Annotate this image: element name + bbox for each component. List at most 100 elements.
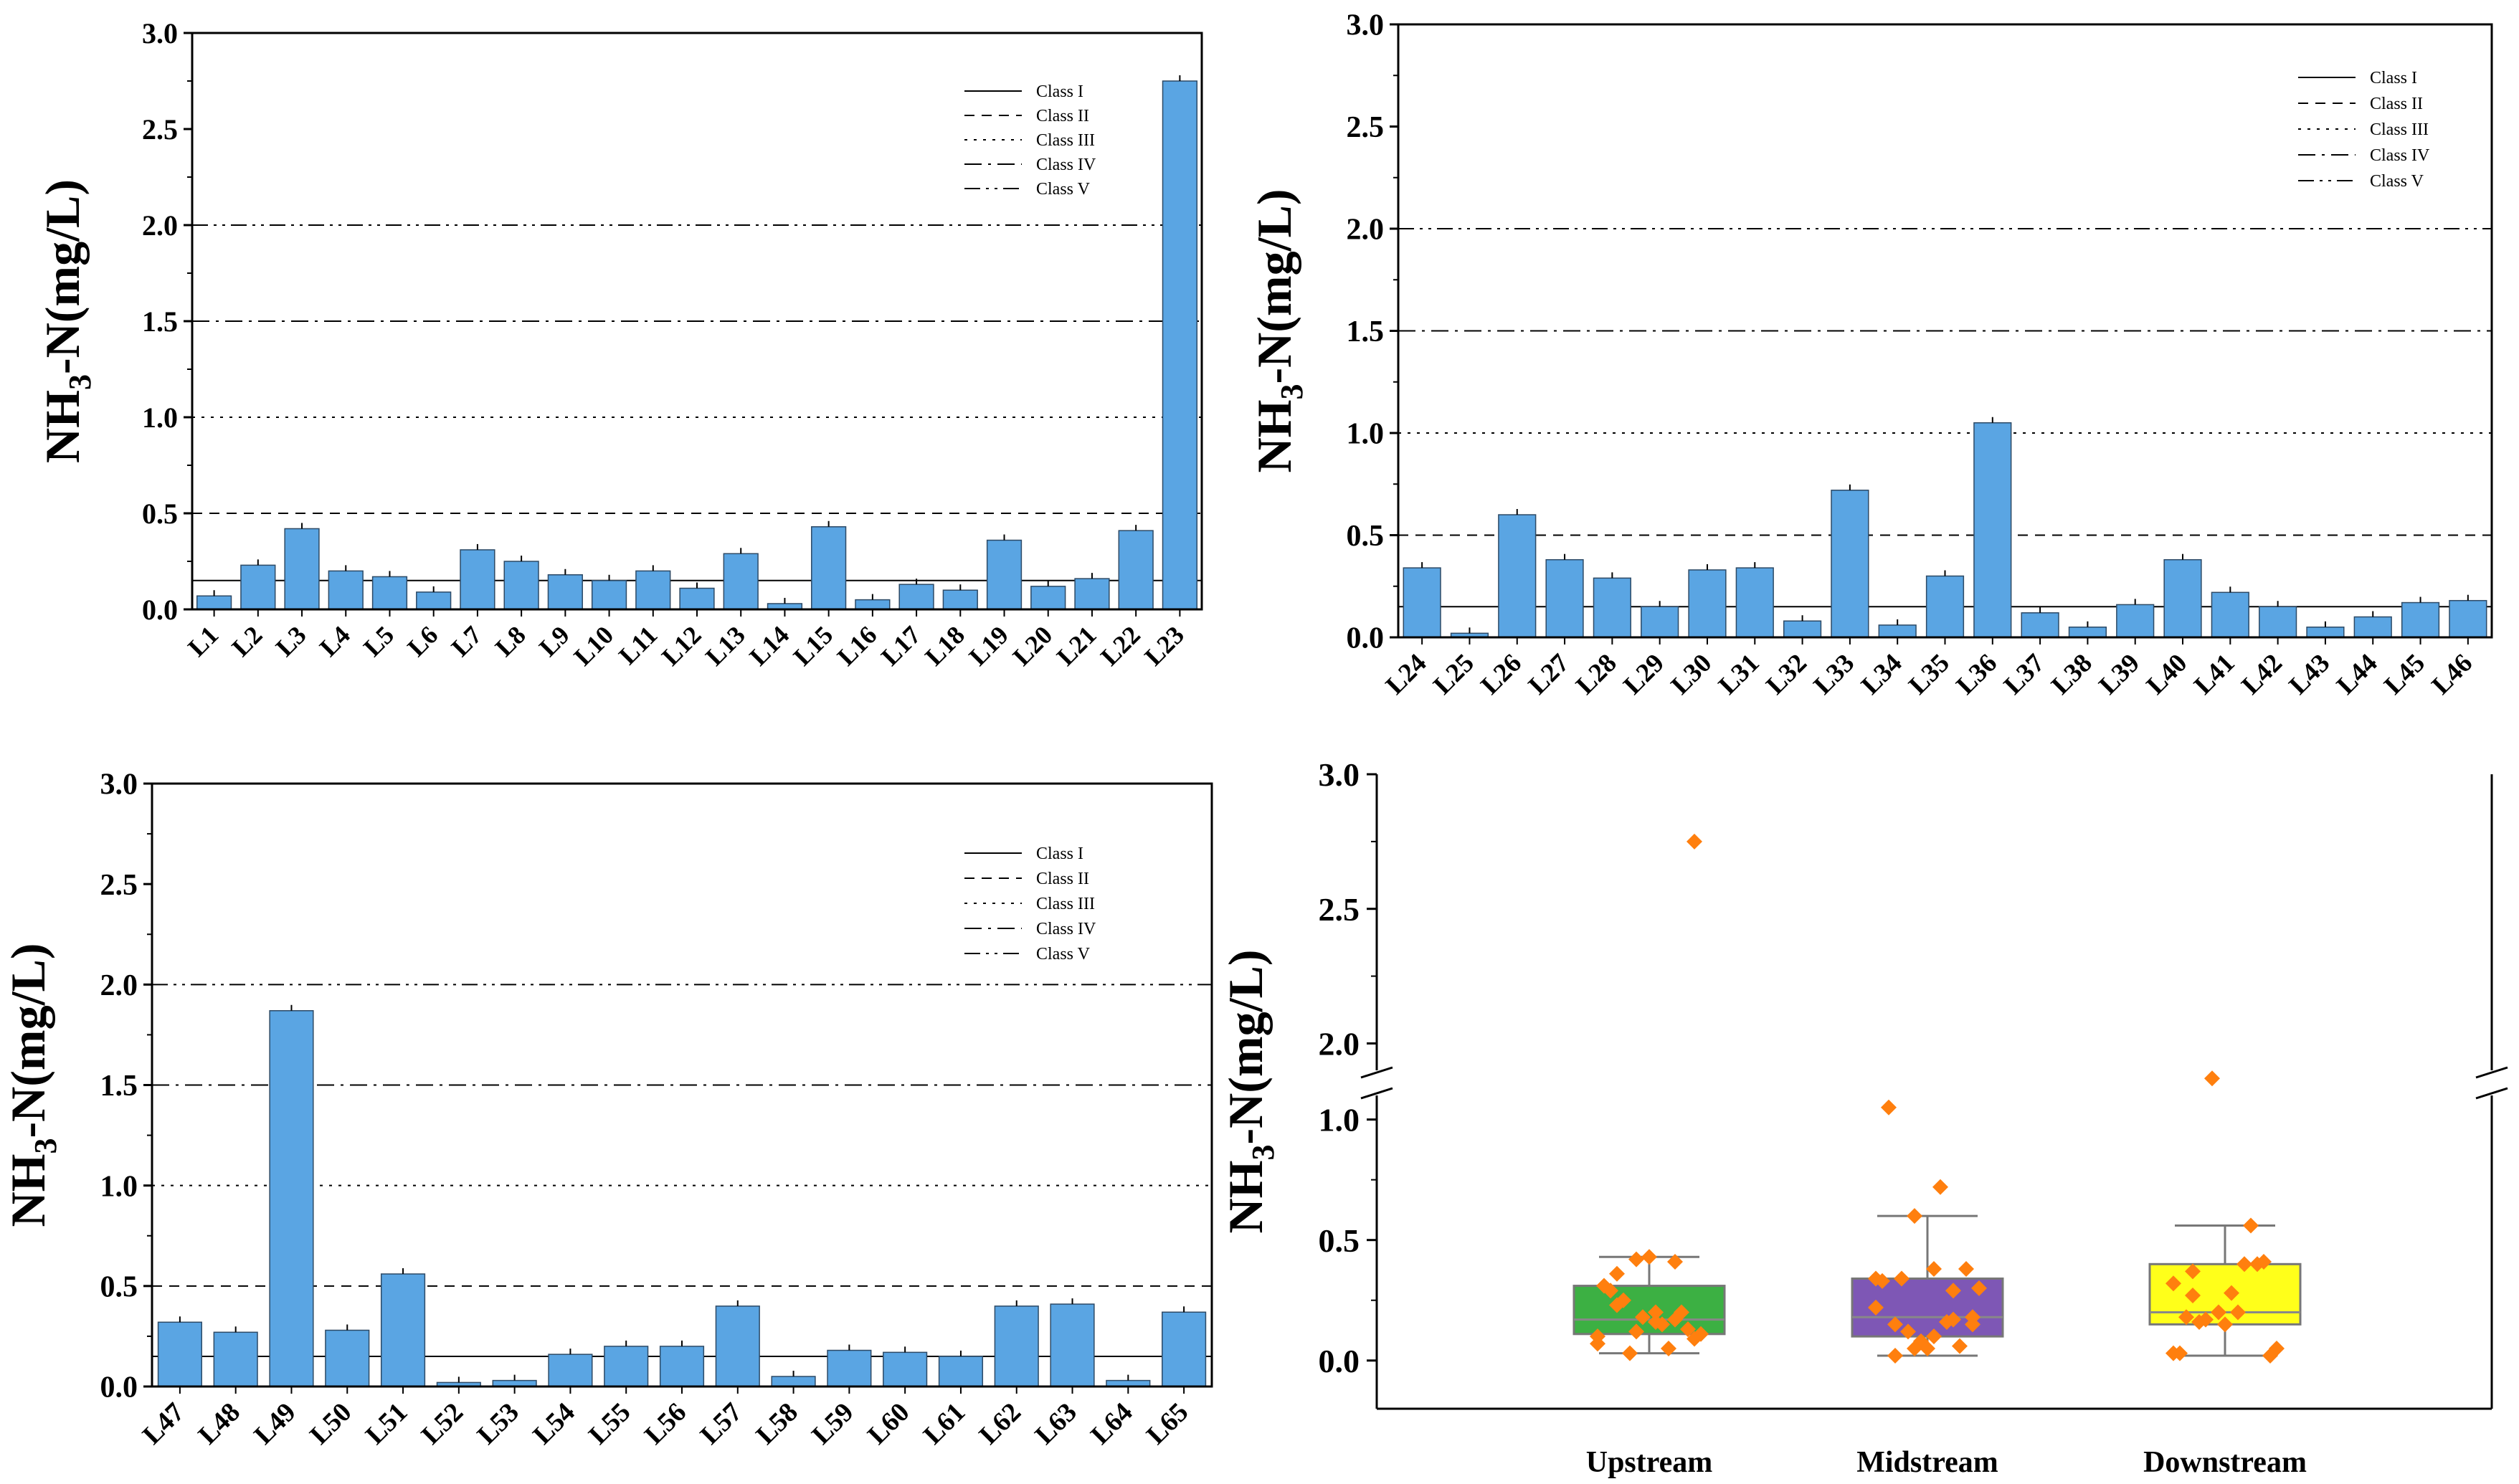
x-tick-label-L25: L25 [1428,648,1480,700]
x-tick-label-L65: L65 [1141,1397,1195,1451]
data-point [1868,1299,1884,1316]
legend-label: Class II [1036,870,1089,888]
axis-break-mark [1360,1066,1393,1079]
data-point [2224,1285,2239,1301]
data-point [1926,1328,1942,1345]
data-point [1952,1338,1968,1354]
x-tick-label-downstream: Downstream [2143,1446,2307,1479]
x-tick-label-L60: L60 [862,1397,916,1451]
bar-L36 [1973,422,2012,638]
legend-label: Class I [1036,82,1083,101]
x-tick-label-L64: L64 [1085,1397,1139,1451]
legend-label: Class IV [1036,156,1096,174]
y-title-rest: -N(mg/L) [35,179,90,374]
x-tick-label-L32: L32 [1760,648,1813,700]
bar-L46 [2449,599,2487,638]
bar-L6 [416,591,452,610]
x-tick-label-L10: L10 [569,620,620,671]
bar-L10 [591,580,627,610]
x-tick-label-L36: L36 [1951,648,2003,700]
data-point [1693,1326,1709,1342]
x-tick-label-L21: L21 [1051,620,1102,671]
legend-label: Class I [2370,69,2417,87]
box-group-downstream [2148,1070,2302,1364]
y-title-main: NH [1247,399,1301,472]
bar-L15 [811,526,847,610]
bar-L49 [269,1010,314,1387]
bar-L39 [2116,604,2155,638]
data-point [1887,1348,1903,1364]
bar-L63 [1050,1303,1095,1387]
bar-L30 [1688,569,1727,638]
bar-L47 [157,1321,202,1387]
legend-label: Class III [1036,895,1095,913]
bar-L35 [1925,575,1965,638]
x-tick-label-L50: L50 [304,1397,358,1451]
bar-L56 [659,1346,705,1387]
y-tick-label: 1.0 [1319,1102,1360,1138]
bar-L59 [827,1349,872,1387]
legend-label: Class III [2370,120,2429,139]
x-tick-label-L18: L18 [919,620,970,671]
data-point [1687,833,1702,850]
bar-L55 [604,1346,649,1387]
x-tick-label-L62: L62 [974,1397,1028,1451]
legend-label: Class II [2370,95,2423,113]
data-point [2256,1253,2272,1270]
x-tick-label-L13: L13 [700,620,751,671]
data-point [2211,1304,2226,1321]
x-tick-label-L46: L46 [2427,648,2479,700]
x-tick-label-L34: L34 [1856,648,1908,700]
x-tick-label-L17: L17 [876,620,926,671]
y-tick-label: 1.0 [142,401,178,434]
x-tick-label-L56: L56 [639,1397,693,1451]
bar-L4 [328,570,364,610]
y-tick-label: 2.0 [1319,1026,1360,1062]
legend-label: Class IV [2370,146,2430,165]
bar-L51 [380,1273,426,1387]
x-tick-label-L30: L30 [1666,648,1718,700]
data-point [1609,1265,1625,1282]
data-point [1628,1323,1644,1340]
x-tick-label-L41: L41 [2188,648,2241,700]
x-tick-label-L54: L54 [527,1397,581,1451]
y-title-main: NH [1218,1160,1273,1233]
data-point [2243,1217,2259,1234]
box-upstream [1572,1285,1726,1336]
x-tick-label-L38: L38 [2046,648,2098,700]
data-point [2165,1275,2181,1292]
y-tick-label: 1.0 [1347,418,1385,451]
x-tick-label-L5: L5 [358,620,399,662]
x-tick-label-L7: L7 [446,620,488,662]
bar-L65 [1162,1311,1207,1387]
bar-L26 [1498,514,1537,638]
data-point [1900,1323,1916,1340]
data-point [1628,1251,1644,1267]
bar-L31 [1735,567,1774,638]
y-tick-label: 0.5 [142,498,178,530]
bar-L57 [715,1305,760,1387]
y-title-sub: 3 [1274,384,1309,399]
y-tick-label: 3.0 [142,17,178,49]
data-point [1674,1304,1689,1321]
y-axis-title: NH3-N(mg/L) [1247,189,1309,473]
data-point [1894,1270,1910,1287]
x-tick-label-L42: L42 [2236,648,2288,700]
bar-L37 [2021,612,2059,638]
bar-L23 [1162,80,1198,610]
y-tick-label: 0.0 [100,1371,138,1404]
x-tick-label-L53: L53 [471,1397,525,1451]
y-axis-title: NH3-N(mg/L) [1,943,63,1227]
y-tick-label: 3.0 [100,769,138,802]
y-tick-label: 2.0 [100,969,138,1002]
y-tick-label: 0.0 [1319,1343,1360,1379]
x-tick-label-L52: L52 [416,1397,470,1451]
data-point [2185,1263,2201,1280]
data-point [2236,1256,2252,1273]
bar-L24 [1403,567,1441,638]
bar-L9 [547,574,583,610]
bar-L48 [213,1331,258,1387]
data-point [1932,1179,1948,1195]
bar-L38 [2068,627,2107,638]
data-point [1603,1283,1618,1299]
